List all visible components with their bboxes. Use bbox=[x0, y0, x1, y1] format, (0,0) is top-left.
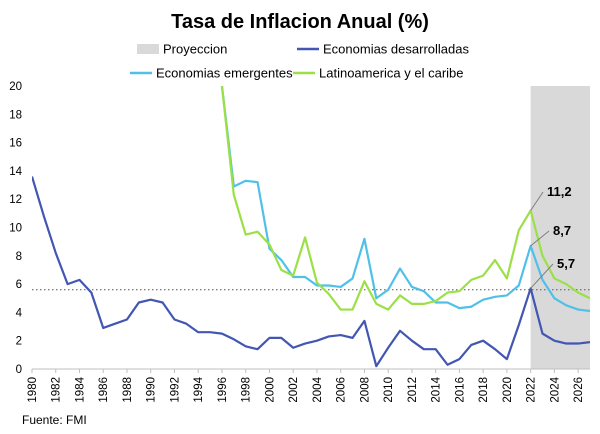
x-tick-label: 1992 bbox=[169, 377, 181, 403]
series-line-2 bbox=[220, 86, 590, 311]
x-tick-label: 1986 bbox=[98, 377, 110, 403]
annotation-leader bbox=[530, 191, 544, 211]
y-tick-label: 6 bbox=[16, 279, 22, 291]
annotation-leader bbox=[530, 263, 554, 289]
y-tick-label: 0 bbox=[16, 364, 22, 376]
x-tick-label: 2010 bbox=[383, 377, 395, 403]
series-line-1 bbox=[220, 86, 590, 313]
x-tick-label: 2022 bbox=[526, 377, 538, 403]
x-tick-label: 1984 bbox=[74, 376, 86, 402]
y-tick-label: 10 bbox=[9, 223, 22, 235]
y-tick-label: 18 bbox=[9, 109, 22, 121]
x-tick-label: 2004 bbox=[312, 376, 324, 402]
x-tick-label: 1980 bbox=[27, 377, 39, 403]
x-tick-label: 1996 bbox=[217, 377, 229, 403]
annotation-label: 5,7 bbox=[557, 256, 575, 271]
y-tick-label: 4 bbox=[16, 307, 23, 319]
x-tick-label: 2012 bbox=[407, 377, 419, 403]
y-tick-label: 12 bbox=[9, 194, 22, 206]
y-tick-label: 2 bbox=[16, 336, 22, 348]
x-tick-label: 2002 bbox=[288, 377, 300, 403]
y-tick-label: 20 bbox=[9, 81, 22, 93]
x-tick-label: 2024 bbox=[549, 376, 561, 402]
legend-label: Proyeccion bbox=[163, 42, 227, 57]
x-tick-label: 1988 bbox=[122, 377, 134, 403]
x-tick-label: 2018 bbox=[478, 377, 490, 403]
annotation-label: 8,7 bbox=[553, 223, 571, 238]
x-tick-label: 1990 bbox=[146, 377, 158, 403]
annotation-label: 11,2 bbox=[547, 184, 572, 199]
y-tick-label: 8 bbox=[16, 251, 22, 263]
x-tick-label: 1982 bbox=[51, 377, 63, 403]
series-line-0 bbox=[32, 176, 590, 368]
annotation-leader bbox=[530, 230, 550, 247]
x-tick-label: 1998 bbox=[241, 377, 253, 403]
legend-label: Economias desarrolladas bbox=[323, 42, 469, 57]
x-tick-label: 2006 bbox=[336, 377, 348, 403]
x-tick-label: 2008 bbox=[359, 377, 371, 403]
y-tick-label: 16 bbox=[9, 138, 22, 150]
source-note: Fuente: FMI bbox=[22, 413, 87, 427]
legend-swatch-projection bbox=[137, 44, 159, 54]
legend-label: Economias emergentes bbox=[156, 66, 293, 81]
x-tick-label: 2016 bbox=[454, 377, 466, 403]
legend-label: Latinoamerica y el caribe bbox=[319, 66, 464, 81]
x-tick-label: 1994 bbox=[193, 376, 205, 402]
x-tick-label: 2014 bbox=[431, 376, 443, 402]
chart-title: Tasa de Inflacion Anual (%) bbox=[171, 11, 429, 33]
y-tick-label: 14 bbox=[9, 166, 22, 178]
x-tick-label: 2000 bbox=[264, 377, 276, 403]
x-tick-label: 2026 bbox=[573, 377, 585, 403]
x-tick-label: 2020 bbox=[502, 377, 514, 403]
